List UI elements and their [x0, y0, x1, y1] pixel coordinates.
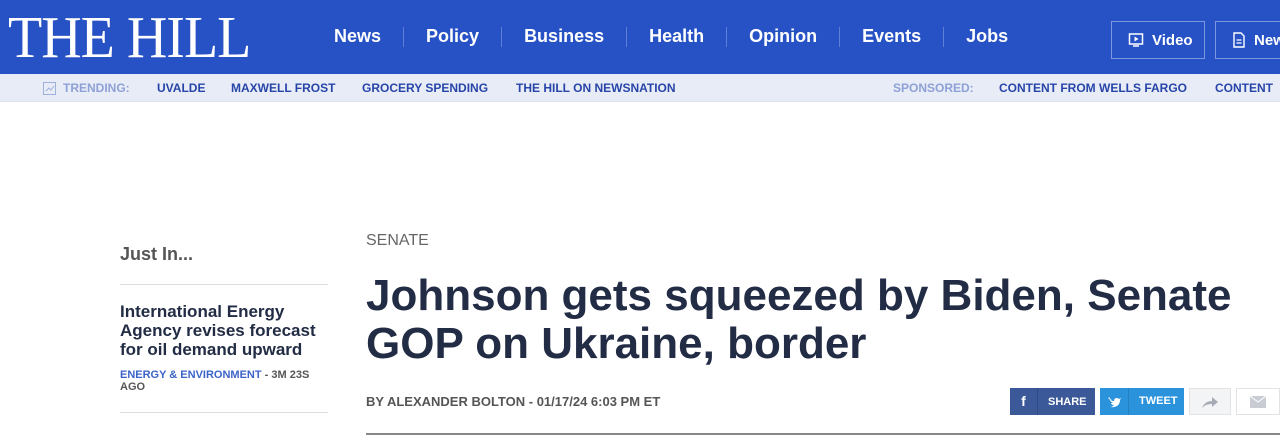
nav-events[interactable]: Events: [862, 26, 922, 46]
divider: [120, 284, 328, 285]
video-button[interactable]: Video: [1111, 21, 1205, 59]
article-headline: Johnson gets squeezed by Biden, Senate GO…: [366, 272, 1280, 368]
article-section[interactable]: SENATE: [366, 232, 429, 249]
nav-jobs[interactable]: Jobs: [966, 26, 1009, 46]
sponsored-link[interactable]: CONTENT FROM WELLS FARGO: [999, 80, 1187, 95]
twitter-share-button[interactable]: TWEET: [1100, 388, 1184, 415]
trending-link[interactable]: UVALDE: [157, 80, 206, 95]
twitter-icon: [1108, 397, 1121, 408]
site-logo[interactable]: THE HILL: [8, 5, 251, 71]
facebook-icon: f: [1010, 388, 1038, 415]
nav-news[interactable]: News: [334, 26, 382, 46]
facebook-share-button[interactable]: f SHARE: [1010, 388, 1095, 415]
newsletter-label: New: [1254, 31, 1280, 49]
headline-line: GOP on Ukraine, border: [366, 319, 867, 368]
trending-icon: [43, 82, 56, 95]
category-link[interactable]: ENERGY & ENVIRONMENT: [120, 369, 262, 381]
timestamp: - 3M 23S AGO: [120, 369, 310, 393]
just-in-heading: Just In...: [120, 244, 194, 264]
more-share-button[interactable]: [1189, 388, 1231, 415]
share-arrow-icon: [1202, 396, 1218, 408]
share-label: SHARE: [1048, 395, 1087, 408]
just-in-item-meta: ENERGY & ENVIRONMENT - 3M 23S AGO: [120, 369, 320, 393]
divider: [120, 412, 328, 413]
article-byline: BY ALEXANDER BOLTON - 01/17/24 6:03 PM E…: [366, 394, 661, 409]
email-icon: [1250, 395, 1266, 408]
divider: [366, 433, 1280, 435]
just-in-item-title[interactable]: International Energy Agency revises fore…: [120, 302, 316, 359]
trending-bar: TRENDING: UVALDE MAXWELL FROST GROCERY S…: [0, 74, 1280, 102]
nav-policy[interactable]: Policy: [426, 26, 480, 46]
document-icon: [1233, 32, 1245, 48]
headline-line: Johnson gets squeezed by Biden, Senate: [366, 271, 1232, 320]
site-header: THE HILL News Policy Business Health Opi…: [0, 0, 1280, 74]
tweet-label: TWEET: [1128, 388, 1178, 415]
nav-business[interactable]: Business: [524, 26, 605, 46]
sponsored-link[interactable]: CONTENT: [1215, 80, 1273, 95]
trending-link[interactable]: GROCERY SPENDING: [362, 80, 489, 95]
trending-link[interactable]: THE HILL ON NEWSNATION: [516, 80, 676, 95]
email-share-button[interactable]: [1236, 388, 1280, 415]
main-nav: News Policy Business Health Opinion Even…: [334, 26, 1008, 47]
nav-opinion[interactable]: Opinion: [749, 26, 818, 46]
trending-link[interactable]: MAXWELL FROST: [231, 80, 336, 95]
nav-health[interactable]: Health: [649, 26, 705, 46]
trending-label: TRENDING:: [63, 80, 130, 95]
video-label: Video: [1152, 31, 1193, 49]
sponsored-label: SPONSORED:: [893, 80, 974, 95]
newsletter-button[interactable]: New: [1215, 21, 1280, 59]
video-icon: [1128, 33, 1144, 47]
